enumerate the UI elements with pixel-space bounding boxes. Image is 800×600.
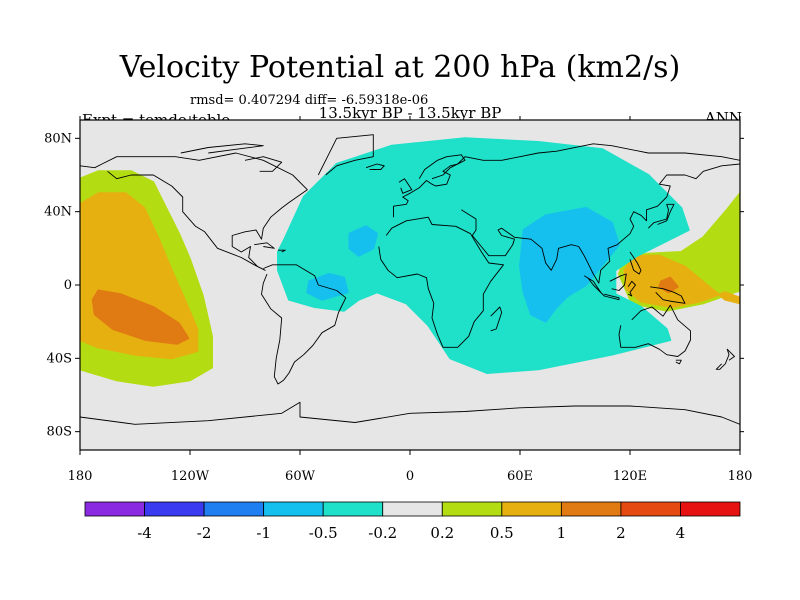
coastline [604, 293, 620, 301]
coastline [80, 163, 103, 169]
coastline [244, 156, 283, 172]
contour-fields [80, 137, 740, 387]
coastline [675, 359, 682, 365]
map-title: Velocity Potential at 200 hPa (km2/s) [119, 50, 681, 85]
coastline [418, 154, 466, 180]
colorbar: -4 -2 -1 -0.5 -0.2 0.2 0.5 1 2 4 [84, 501, 741, 542]
coastline [461, 163, 740, 284]
colorbar-swatch [322, 501, 384, 517]
coastlines [80, 134, 740, 425]
colorbar-label: -2 [197, 524, 212, 542]
coastline [365, 163, 385, 170]
coastline [317, 134, 374, 176]
colorbar-swatch [441, 501, 503, 517]
coastline [583, 275, 605, 297]
lon-tick-label: 180 [728, 469, 753, 484]
coastline [398, 178, 413, 194]
colorbar-label: -1 [256, 524, 271, 542]
lat-tick-label: 80N [44, 131, 72, 146]
coastline [715, 348, 735, 370]
coastline [647, 203, 675, 229]
coastline [180, 143, 264, 154]
coastline [254, 242, 275, 249]
stats-label: rmsd= 0.407294 diff= -6.59318e-06 [190, 93, 429, 108]
axis-ticks: 80N 40N 0 40S 80S 180 120W 60W 0 60E 120E 180 [44, 116, 752, 484]
colorbar-label: 2 [616, 524, 626, 542]
lon-tick-label: 120E [613, 469, 647, 484]
lon-tick-label: 180 [68, 469, 93, 484]
field-global-negative [277, 137, 690, 374]
lon-tick-label: 60W [285, 469, 316, 484]
lat-tick-label: 0 [64, 278, 72, 293]
field-atlantic-negative-north [348, 225, 378, 257]
colorbar-swatch [203, 501, 265, 517]
lon-tick-label: 60E [507, 469, 533, 484]
colorbar-label: 0.5 [490, 524, 514, 542]
lon-tick-label: 0 [406, 469, 414, 484]
colorbar-swatch [144, 501, 205, 517]
coastline [80, 401, 740, 425]
lat-tick-label: 80S [47, 425, 72, 440]
coastline [261, 264, 347, 385]
colorbar-swatch [263, 501, 324, 517]
field-western-pacific-positive-mid [623, 254, 740, 308]
field-asia-negative [519, 207, 620, 323]
coastline [278, 249, 286, 253]
field-pacific-positive-core [91, 289, 190, 345]
coastline [629, 251, 642, 275]
colorbar-label: -0.2 [368, 524, 397, 542]
coastline [378, 216, 504, 348]
lat-tick-label: 40N [44, 205, 72, 220]
colorbar-swatch [84, 501, 145, 517]
colorbar-swatch [501, 501, 562, 517]
coastline [101, 152, 308, 271]
colorbar-label: 1 [557, 524, 567, 542]
colorbar-swatch [620, 501, 681, 517]
colorbar-label: -4 [137, 524, 152, 542]
lat-tick-label: 40S [47, 351, 72, 366]
coastline [609, 273, 627, 291]
colorbar-label: 0.2 [430, 524, 454, 542]
lon-tick-label: 120W [171, 469, 210, 484]
field-atlantic-negative-south [306, 273, 349, 301]
coastline [618, 304, 691, 357]
coastline [490, 306, 503, 332]
colorbar-swatch [560, 501, 622, 517]
coastline [393, 143, 740, 218]
coastline [650, 286, 686, 304]
colorbar-label: 4 [676, 524, 686, 542]
colorbar-label: -0.5 [309, 524, 338, 542]
colorbar-swatch [680, 501, 741, 517]
colorbar-swatch [382, 501, 443, 517]
map-subtitle: 13.5kyr BP - 13.5kyr BP [318, 104, 502, 122]
coastline [627, 280, 636, 297]
